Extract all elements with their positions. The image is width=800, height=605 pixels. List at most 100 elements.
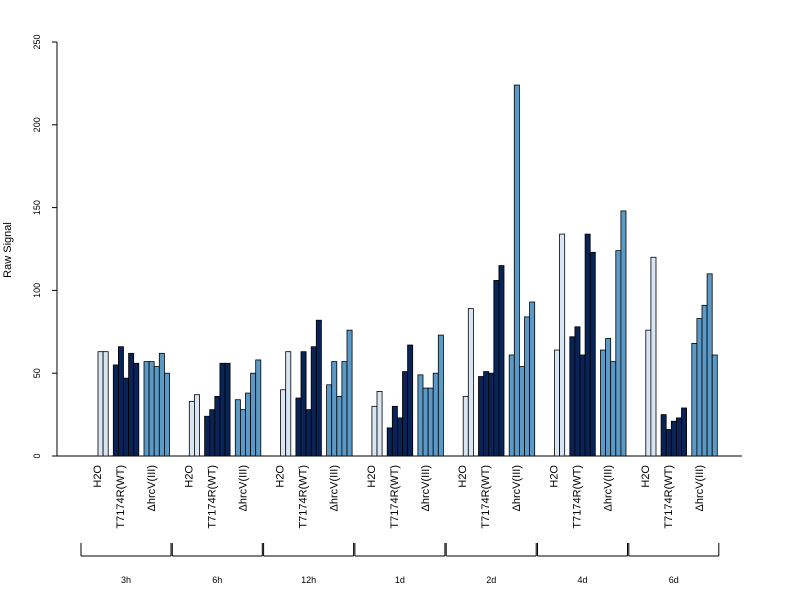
group-label: H2O: [549, 465, 561, 488]
bar: [112, 364, 119, 457]
bar: [610, 361, 617, 457]
bar: [204, 415, 211, 457]
group-label: T7174R(WT): [206, 465, 218, 529]
bar: [123, 377, 129, 457]
bar: [519, 366, 525, 457]
bar: [188, 400, 195, 457]
bar: [402, 371, 408, 457]
y-tick-label: 200: [32, 117, 42, 132]
bar: [711, 354, 718, 457]
bar: [513, 84, 520, 457]
bar: [467, 308, 474, 457]
bar: [417, 374, 424, 457]
bar: [310, 346, 317, 457]
bar: [245, 392, 251, 457]
bar: [706, 273, 713, 457]
group-label: H2O: [366, 465, 378, 488]
bar: [209, 409, 216, 457]
bar: [133, 362, 140, 457]
timepoint-label: 2d: [486, 575, 496, 585]
bar: [574, 326, 581, 457]
bar: [371, 405, 378, 457]
y-tick-label: 250: [32, 34, 42, 49]
bar: [660, 414, 667, 457]
bar: [193, 394, 200, 457]
group-label: H2O: [457, 465, 469, 488]
bar: [605, 338, 612, 457]
timepoint-label: 4d: [577, 575, 587, 585]
bar: [432, 372, 439, 457]
bar: [681, 407, 687, 457]
bar: [315, 319, 322, 457]
bar: [508, 354, 515, 457]
bar: [326, 384, 333, 457]
group-label: ΔhrcV(III): [511, 465, 523, 511]
bar: [331, 361, 338, 457]
group-label: ΔhrcV(III): [237, 465, 249, 511]
bar: [498, 265, 505, 457]
y-tick-label: 0: [32, 453, 42, 458]
bar: [143, 361, 150, 457]
y-tick-label: 50: [32, 368, 42, 378]
bar: [148, 361, 155, 457]
y-axis-label: Raw Signal: [2, 222, 14, 278]
bar: [589, 251, 596, 457]
group-label: H2O: [183, 465, 195, 488]
timepoint-label: 1d: [395, 575, 405, 585]
bar: [559, 233, 566, 457]
bar: [153, 366, 160, 457]
bar: [102, 351, 109, 457]
bar: [529, 301, 536, 457]
bar: [346, 329, 353, 457]
bar: [493, 280, 500, 457]
bar: [250, 372, 257, 457]
bar: [280, 389, 287, 457]
bar: [462, 395, 469, 457]
bar: [437, 334, 444, 457]
bar: [600, 349, 606, 457]
bar: [336, 395, 343, 457]
bar: [224, 362, 231, 457]
group-label: T7174R(WT): [663, 465, 675, 529]
bar: [255, 359, 262, 457]
group-label: ΔhrcV(III): [329, 465, 341, 511]
y-tick-label: 100: [32, 283, 42, 298]
bar: [305, 409, 312, 457]
group-label: H2O: [640, 465, 652, 488]
bar: [234, 399, 241, 457]
bar: [376, 391, 383, 457]
bar: [300, 351, 307, 457]
group-label: T7174R(WT): [572, 465, 584, 529]
bar: [696, 318, 703, 457]
bar: [219, 362, 226, 457]
bar: [483, 371, 490, 457]
bar: [676, 417, 682, 457]
bar: [214, 395, 221, 457]
bar: [524, 316, 530, 457]
bar: [422, 387, 429, 457]
bar: [584, 233, 591, 457]
bar: [691, 342, 698, 457]
bar: [97, 351, 104, 457]
group-label: H2O: [92, 465, 104, 488]
bar: [670, 420, 677, 457]
bar: [701, 304, 708, 457]
bar: [478, 376, 484, 457]
timepoint-label: 3h: [121, 575, 131, 585]
bar: [391, 405, 398, 457]
bar: [665, 429, 672, 457]
group-label: ΔhrcV(III): [603, 465, 615, 511]
bar: [295, 397, 302, 457]
bar: [645, 329, 652, 457]
bar: [239, 409, 246, 457]
timepoint-label: 6d: [669, 575, 679, 585]
group-label: H2O: [275, 465, 287, 488]
bar: [118, 346, 124, 457]
group-label: ΔhrcV(III): [146, 465, 158, 511]
group-label: T7174R(WT): [115, 465, 127, 529]
group-label: T7174R(WT): [480, 465, 492, 529]
bar: [615, 250, 622, 457]
bar: [158, 352, 165, 457]
